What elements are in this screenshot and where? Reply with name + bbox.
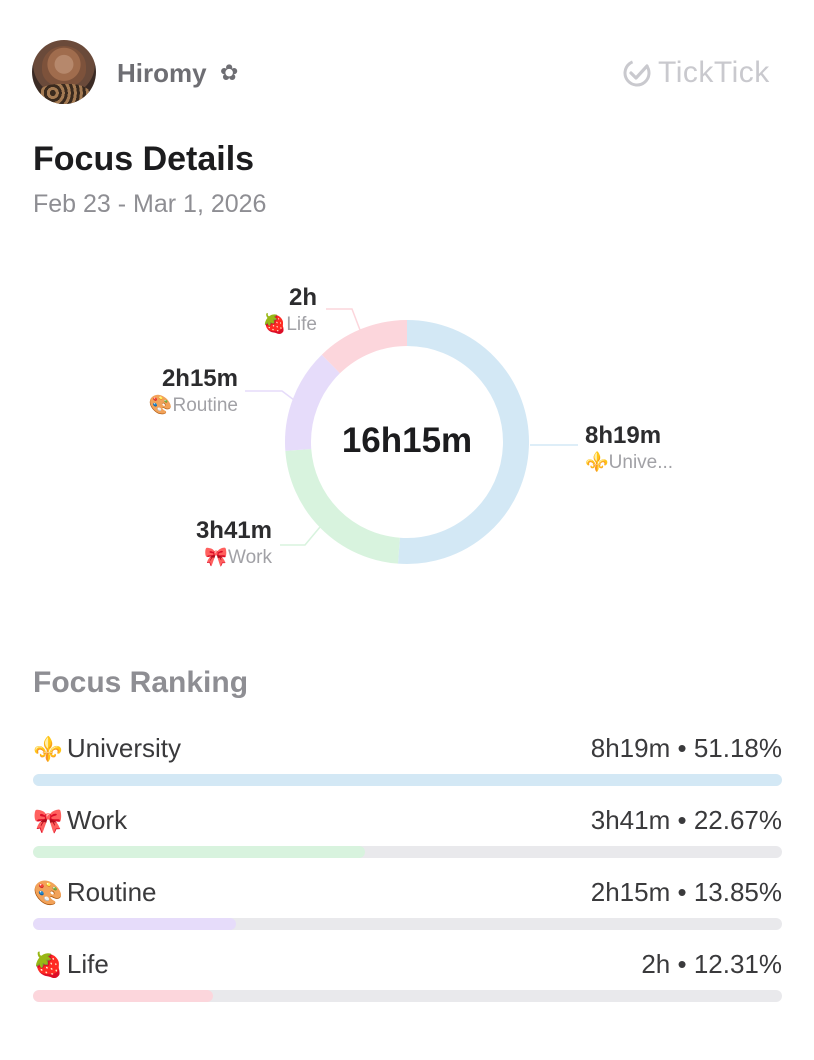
donut-slice-life[interactable]: [321, 320, 408, 374]
progress-fill: [33, 774, 782, 786]
slice-label-life[interactable]: 2h 🍓Life: [253, 283, 317, 337]
ranking-row-life[interactable]: 🍓 Life 2h • 12.31%: [33, 947, 782, 1007]
donut-slice-work[interactable]: [285, 448, 401, 564]
slice-name: Routine: [172, 395, 239, 416]
progress-fill: [33, 990, 213, 1002]
ranking-row-university[interactable]: ⚜️ University 8h19m • 51.18%: [33, 731, 782, 791]
ribbon-icon: 🎀: [204, 547, 229, 568]
ribbon-icon: 🎀: [33, 808, 63, 835]
fleur-de-lis-icon: ⚜️: [33, 736, 63, 763]
username: Hiromy: [117, 58, 207, 88]
progress-track: [33, 918, 782, 930]
ranking-stat: 8h19m • 51.18%: [590, 733, 782, 763]
slice-value: 2h: [288, 284, 317, 311]
donut-ring: [285, 320, 529, 564]
total-focus-time: 16h15m: [341, 421, 473, 460]
ranking-row-routine[interactable]: 🎨 Routine 2h15m • 13.85%: [33, 875, 782, 935]
progress-track: [33, 990, 782, 1002]
leader-line-work: [280, 526, 321, 546]
slice-name: Unive...: [608, 452, 674, 473]
ranking-stat: 3h41m • 22.67%: [590, 805, 782, 835]
ranking-title: Focus Ranking: [33, 666, 249, 699]
progress-fill: [33, 918, 236, 930]
donut-slice-routine[interactable]: [285, 354, 341, 451]
slice-value: 2h15m: [161, 365, 238, 392]
page-title: Focus Details: [33, 140, 255, 178]
slice-name: Work: [228, 547, 272, 568]
palette-icon: 🎨: [33, 880, 63, 907]
ranking-name: University: [66, 733, 182, 763]
ranking-name: Life: [66, 949, 109, 979]
date-range: Feb 23 - Mar 1, 2026: [33, 190, 267, 218]
ranking-stat: 2h • 12.31%: [641, 949, 782, 979]
leader-line-life: [326, 308, 361, 331]
progress-track: [33, 846, 782, 858]
focus-donut-chart: [245, 308, 578, 564]
ranking-row-work[interactable]: 🎀 Work 3h41m • 22.67%: [33, 803, 782, 863]
ranking-name: Routine: [66, 877, 157, 907]
avatar[interactable]: [32, 40, 96, 104]
slice-label-routine[interactable]: 2h15m 🎨Routine: [138, 364, 238, 418]
ranking-stat: 2h15m • 13.85%: [590, 877, 782, 907]
leader-line-routine: [245, 390, 295, 401]
palette-icon: 🎨: [148, 395, 173, 416]
brand-name: TickTick: [658, 56, 770, 89]
slice-name: Life: [286, 314, 317, 335]
strawberry-icon: 🍓: [33, 952, 63, 979]
flower-badge-icon: ✿: [220, 60, 239, 85]
fleur-de-lis-icon: ⚜️: [585, 452, 609, 473]
ranking-name: Work: [66, 805, 128, 835]
slice-label-university[interactable]: 8h19m ⚜️Unive...: [585, 421, 673, 475]
progress-fill: [33, 846, 365, 858]
progress-track: [33, 774, 782, 786]
slice-label-work[interactable]: 3h41m 🎀Work: [180, 516, 272, 570]
slice-value: 8h19m: [585, 422, 662, 449]
slice-value: 3h41m: [195, 517, 272, 544]
donut-slice-university[interactable]: [397, 320, 529, 564]
strawberry-icon: 🍓: [262, 314, 287, 335]
check-circle-icon: [623, 59, 651, 87]
ticktick-logo: TickTick: [622, 55, 770, 91]
